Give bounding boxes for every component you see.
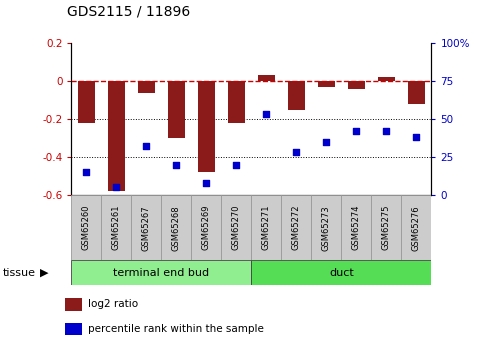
Bar [408,81,424,104]
Bar [221,195,251,260]
Bar [288,81,305,110]
Text: ▶: ▶ [40,268,49,277]
Text: GSM65271: GSM65271 [262,205,271,250]
Bar [102,195,132,260]
Bar [401,195,431,260]
Bar [65,323,82,335]
Bar [282,195,312,260]
Text: percentile rank within the sample: percentile rank within the sample [88,324,263,334]
Text: GSM65272: GSM65272 [292,205,301,250]
Text: tissue: tissue [2,268,35,277]
Text: GSM65270: GSM65270 [232,205,241,250]
Text: duct: duct [329,268,354,277]
Text: GSM65276: GSM65276 [412,205,421,250]
Bar [198,81,214,172]
Bar [378,77,394,81]
Text: GSM65269: GSM65269 [202,205,211,250]
Point [292,150,300,155]
Text: GSM65268: GSM65268 [172,205,181,250]
Point [383,128,390,134]
Bar [191,195,221,260]
Bar [161,195,191,260]
Bar [258,75,275,81]
Bar [251,260,431,285]
Bar [71,260,251,285]
Point [173,162,180,167]
Text: log2 ratio: log2 ratio [88,299,138,309]
Point [352,128,360,134]
Text: GSM65275: GSM65275 [382,205,391,250]
Bar [78,81,95,123]
Text: GSM65273: GSM65273 [322,205,331,250]
Bar [168,81,185,138]
Bar [251,195,282,260]
Bar [371,195,401,260]
Bar [108,81,125,191]
Text: GDS2115 / 11896: GDS2115 / 11896 [67,5,190,19]
Bar [71,195,102,260]
Point [82,169,90,175]
Bar [312,195,341,260]
Bar [132,195,162,260]
Point [413,135,421,140]
Point [233,162,241,167]
Text: GSM65267: GSM65267 [142,205,151,250]
Bar [348,81,365,89]
Text: GSM65260: GSM65260 [82,205,91,250]
Bar [318,81,335,87]
Point [142,144,150,149]
Bar [138,81,155,93]
Point [112,185,120,190]
Text: GSM65261: GSM65261 [112,205,121,250]
Bar [65,298,82,310]
Point [322,139,330,145]
Text: terminal end bud: terminal end bud [113,268,210,277]
Bar [341,195,371,260]
Bar [228,81,245,123]
Point [262,112,270,117]
Point [203,180,211,186]
Text: GSM65274: GSM65274 [352,205,361,250]
